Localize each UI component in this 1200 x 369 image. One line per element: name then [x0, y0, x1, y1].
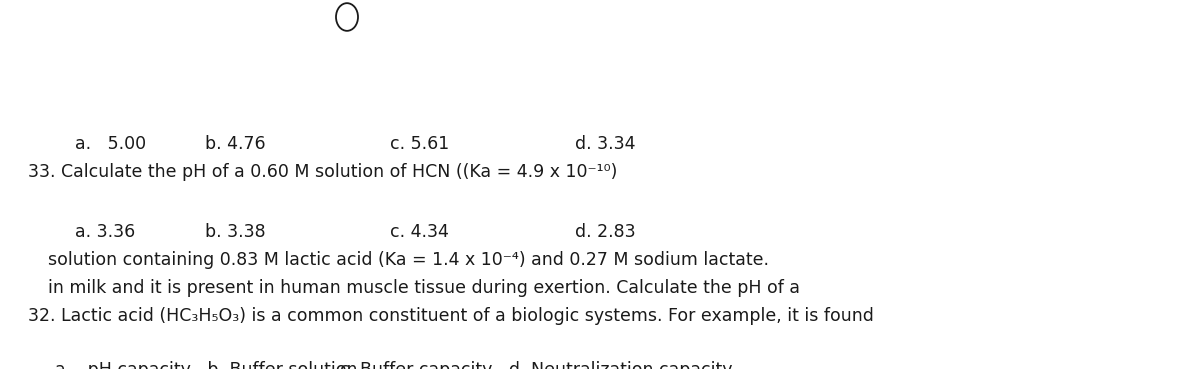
Text: in milk and it is present in human muscle tissue during exertion. Calculate the : in milk and it is present in human muscl… — [48, 279, 800, 297]
Text: a.   pH capacity   b. Buffer solution: a. pH capacity b. Buffer solution — [55, 361, 358, 369]
Text: 32. Lactic acid (HC₃H₅O₃) is a common constituent of a biologic systems. For exa: 32. Lactic acid (HC₃H₅O₃) is a common co… — [28, 307, 874, 325]
Text: . Buffer capacity   d. Neutralization capacity: . Buffer capacity d. Neutralization capa… — [349, 361, 732, 369]
Text: c: c — [340, 361, 349, 369]
Text: b. 3.38: b. 3.38 — [205, 223, 265, 241]
Text: c. 4.34: c. 4.34 — [390, 223, 449, 241]
Text: 33. Calculate the pH of a 0.60 M solution of HCN ((Ka = 4.9 x 10⁻¹⁰): 33. Calculate the pH of a 0.60 M solutio… — [28, 163, 617, 181]
Text: b. 4.76: b. 4.76 — [205, 135, 265, 153]
Text: c. 5.61: c. 5.61 — [390, 135, 449, 153]
Text: a. 3.36: a. 3.36 — [74, 223, 136, 241]
Text: d. 3.34: d. 3.34 — [575, 135, 636, 153]
Text: d. 2.83: d. 2.83 — [575, 223, 636, 241]
Text: solution containing 0.83 M lactic acid (Ka = 1.4 x 10⁻⁴) and 0.27 M sodium lacta: solution containing 0.83 M lactic acid (… — [48, 251, 769, 269]
Text: a.   5.00: a. 5.00 — [74, 135, 146, 153]
